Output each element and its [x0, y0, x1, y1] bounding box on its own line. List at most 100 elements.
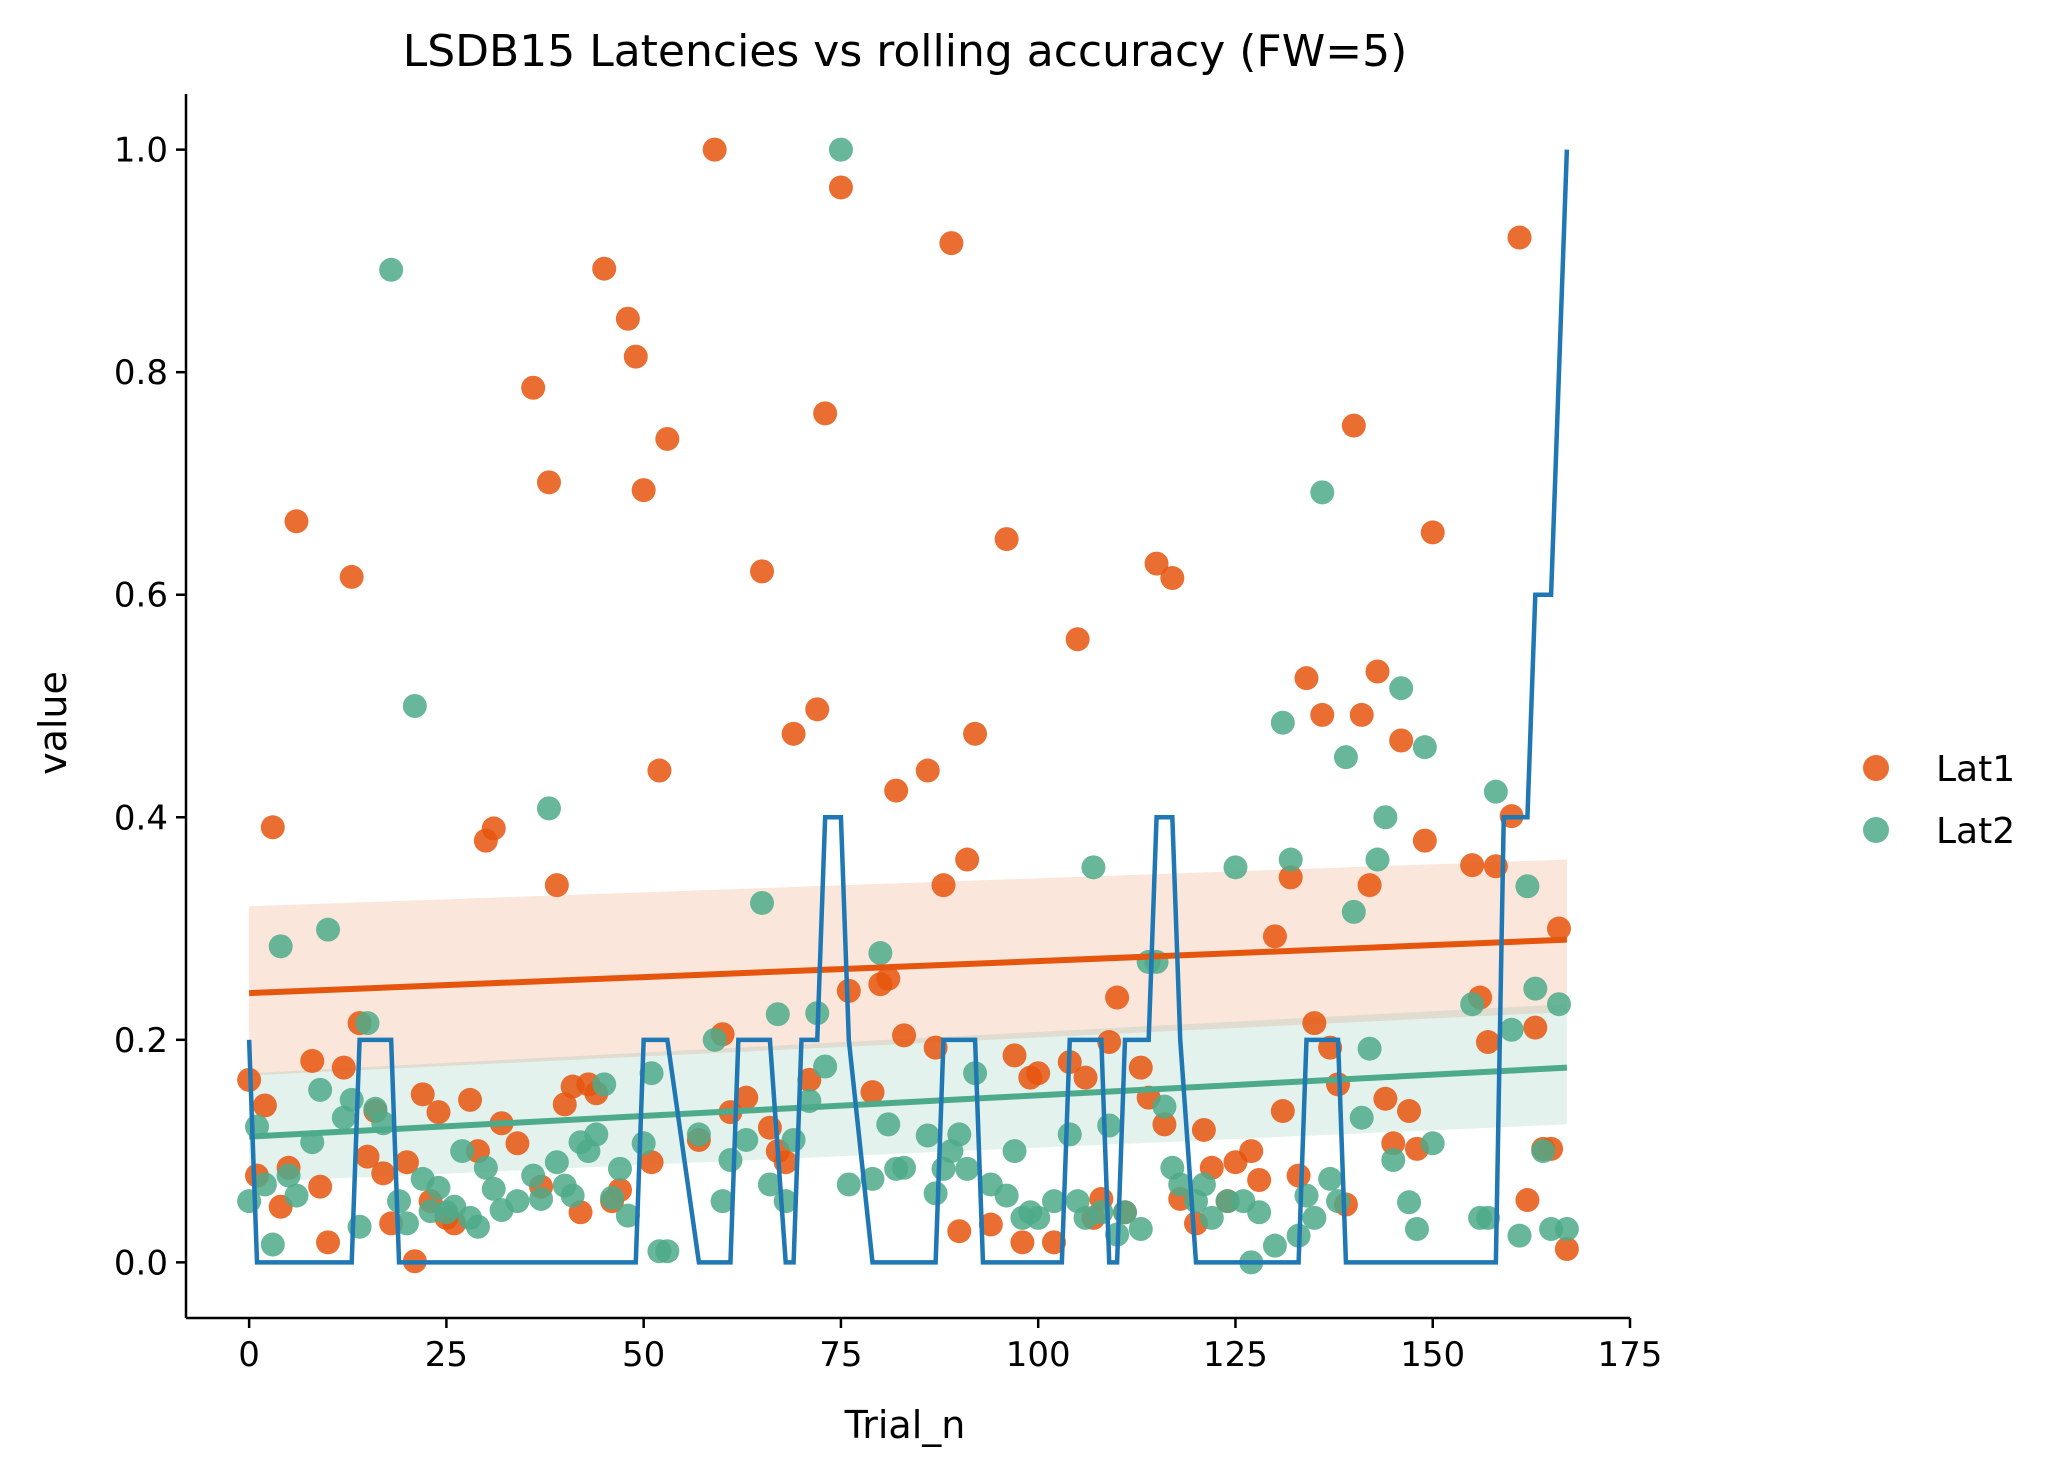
point-lat1-67 — [892, 1023, 917, 1048]
point-lat2-123 — [1404, 1216, 1429, 1241]
point-lat2-29 — [481, 1176, 506, 1201]
scatter-points — [237, 137, 1579, 1275]
point-lat2-110 — [1302, 1205, 1327, 1230]
point-lat2-128 — [1475, 1205, 1500, 1230]
point-lat2-2 — [252, 1172, 277, 1197]
point-lat2-114 — [1333, 745, 1358, 770]
point-lat1-66 — [884, 778, 909, 803]
point-lat2-63 — [836, 1172, 861, 1197]
y-tick-label-1: 0.2 — [114, 1021, 168, 1061]
point-lat2-65 — [868, 941, 893, 966]
y-axis-label: value — [31, 671, 75, 775]
point-lat1-106 — [1286, 1163, 1311, 1188]
rolling-accuracy-line — [246, 149, 1570, 1265]
axes: 0 25 50 75 100 125 150 175 0.0 0.2 0.4 0.6 0.8 1.0 — [114, 94, 1662, 1375]
point-lat2-18 — [394, 1211, 419, 1236]
point-lat1-59 — [805, 697, 830, 722]
point-lat1-131 — [1523, 1015, 1548, 1040]
y-tick-label-2: 0.4 — [114, 798, 168, 838]
point-lat2-121 — [1389, 676, 1414, 701]
legend-marker-lat2 — [1863, 817, 1889, 843]
point-lat2-83 — [1057, 1122, 1082, 1147]
point-lat1-17 — [394, 1150, 419, 1175]
point-lat2-136 — [1546, 992, 1571, 1017]
point-lat2-11 — [339, 1087, 364, 1112]
point-lat2-34 — [536, 796, 561, 821]
point-lat2-77 — [994, 1183, 1019, 1208]
chart-title: LSDB15 Latencies vs rolling accuracy (FW… — [403, 26, 1408, 77]
point-lat1-65 — [876, 966, 901, 991]
point-lat2-45 — [631, 1131, 656, 1156]
point-lat2-6 — [284, 1183, 309, 1208]
point-lat1-33 — [544, 873, 569, 898]
point-lat2-131 — [1507, 1223, 1532, 1248]
point-lat1-11 — [339, 564, 364, 589]
point-lat2-3 — [260, 1232, 285, 1257]
point-lat2-104 — [1247, 1200, 1272, 1225]
point-lat2-41 — [592, 1072, 617, 1097]
x-axis-label: Trial_n — [844, 1403, 966, 1447]
legend: Lat1 Lat2 — [1863, 749, 2015, 852]
point-lat2-134 — [1531, 1139, 1556, 1164]
point-lat2-54 — [750, 890, 775, 915]
point-lat2-37 — [560, 1183, 585, 1208]
point-lat2-91 — [1128, 1216, 1153, 1241]
point-lat2-32 — [521, 1163, 546, 1188]
point-lat1-29 — [505, 1131, 530, 1156]
point-lat2-27 — [465, 1214, 490, 1239]
point-lat2-50 — [702, 1027, 727, 1052]
point-lat2-106 — [1270, 710, 1295, 735]
point-lat1-9 — [316, 1230, 341, 1255]
point-lat2-55 — [757, 1172, 782, 1197]
point-lat2-126 — [1460, 992, 1485, 1017]
y-tick-label-0: 0.0 — [114, 1243, 168, 1283]
point-lat1-49 — [702, 137, 727, 162]
point-lat2-43 — [607, 1156, 632, 1181]
point-lat1-105 — [1278, 865, 1303, 890]
point-lat1-134 — [1546, 916, 1571, 941]
point-lat1-63 — [860, 1080, 885, 1105]
point-lat2-107 — [1278, 847, 1303, 872]
point-lat2-101 — [1223, 855, 1248, 880]
point-lat2-98 — [1191, 1172, 1216, 1197]
point-lat2-53 — [734, 1127, 759, 1152]
point-lat1-80 — [1026, 1061, 1051, 1086]
point-lat1-45 — [639, 1150, 664, 1175]
point-lat2-120 — [1381, 1147, 1406, 1172]
point-lat2-88 — [1097, 1113, 1122, 1138]
point-lat2-42 — [600, 1185, 625, 1210]
point-lat1-129 — [1507, 225, 1532, 250]
regression-line-lat1 — [249, 936, 1567, 997]
point-lat2-117 — [1357, 1036, 1382, 1061]
point-lat2-9 — [316, 917, 341, 942]
point-lat1-78 — [1010, 1230, 1035, 1255]
point-lat1-52 — [734, 1085, 759, 1110]
point-lat2-52 — [718, 1147, 743, 1172]
point-lat1-119 — [1389, 728, 1414, 753]
point-lat2-66 — [876, 1112, 901, 1137]
legend-label-lat2: Lat2 — [1936, 811, 2015, 852]
x-tick-label-50: 50 — [622, 1335, 665, 1375]
point-lat1-7 — [300, 1048, 325, 1073]
point-lat2-82 — [1041, 1189, 1066, 1214]
point-lat2-111 — [1310, 480, 1335, 505]
point-lat2-40 — [584, 1122, 609, 1147]
x-tick-label-125: 125 — [1203, 1335, 1268, 1375]
point-lat2-74 — [955, 1156, 980, 1181]
point-lat1-68 — [915, 758, 940, 783]
point-lat1-123 — [1420, 520, 1445, 545]
point-lat1-73 — [955, 847, 980, 872]
point-lat2-69 — [915, 1123, 940, 1148]
point-lat1-75 — [978, 1212, 1003, 1237]
point-lat2-51 — [710, 1189, 735, 1214]
point-lat2-49 — [686, 1122, 711, 1147]
point-lat2-130 — [1499, 1017, 1524, 1042]
point-lat1-47 — [655, 426, 680, 451]
point-lat2-109 — [1294, 1183, 1319, 1208]
legend-label-lat1: Lat1 — [1936, 749, 2015, 790]
point-lat1-83 — [1065, 627, 1090, 652]
point-lat1-71 — [939, 231, 964, 256]
regression-lines — [248, 936, 1568, 1140]
point-lat1-58 — [797, 1067, 822, 1092]
point-lat2-73 — [947, 1122, 972, 1147]
